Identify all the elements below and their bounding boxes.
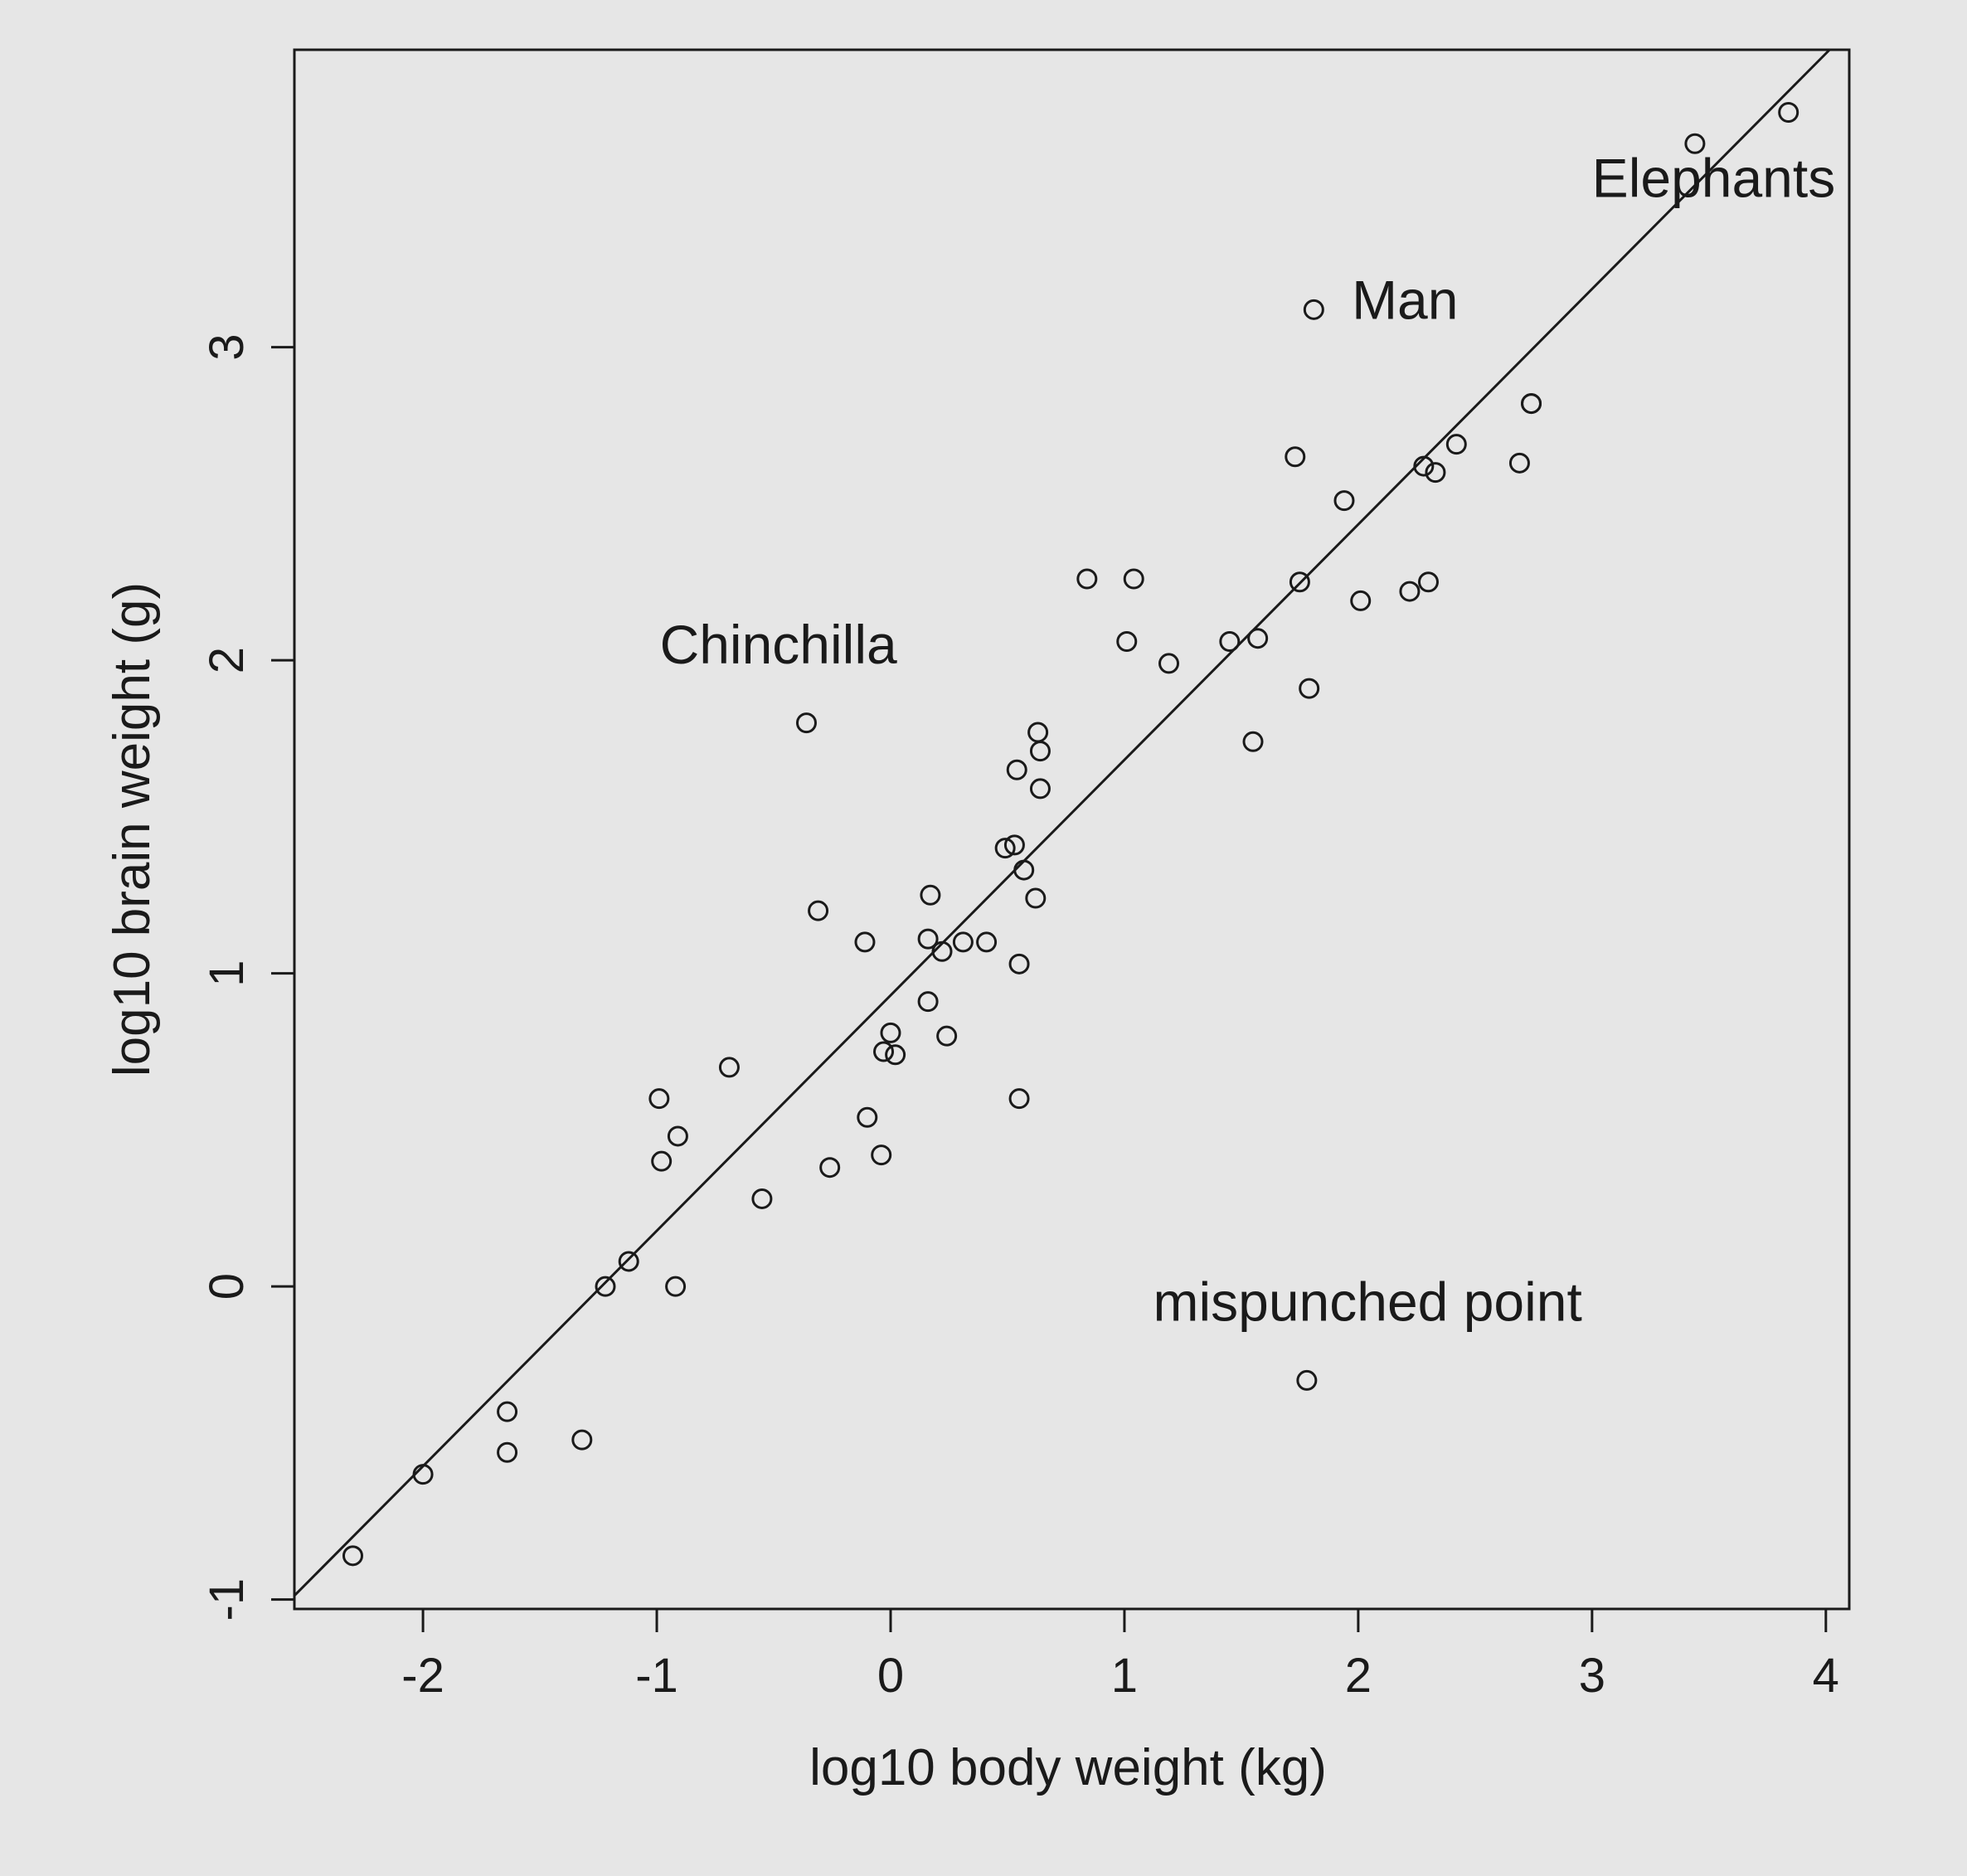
data-point	[795, 712, 817, 734]
data-point	[808, 900, 829, 921]
plot-frame	[293, 48, 1851, 1611]
data-point	[618, 1251, 639, 1272]
annotation-label: mispunched point	[1153, 1271, 1582, 1333]
data-point	[1123, 568, 1144, 590]
x-tick-label: 2	[1345, 1649, 1372, 1703]
x-tick-label: 1	[1111, 1649, 1138, 1703]
data-point	[917, 928, 939, 950]
annotations: Elephants Man Chinchilla mispunched point	[660, 147, 1836, 1332]
data-point	[1029, 778, 1051, 799]
data-point	[1219, 630, 1241, 652]
data-point	[1296, 1369, 1318, 1391]
y-tick-label: 3	[200, 334, 254, 361]
data-point	[1445, 434, 1467, 455]
data-point	[1399, 581, 1421, 602]
data-point	[936, 1025, 958, 1047]
x-tick-label: 3	[1579, 1649, 1605, 1703]
data-point	[994, 838, 1016, 859]
data-point	[880, 1022, 901, 1043]
data-point	[1027, 722, 1049, 743]
data-point	[1029, 741, 1051, 762]
data-point	[976, 931, 998, 953]
y-tick-label: -1	[200, 1578, 254, 1621]
data-point	[920, 884, 941, 906]
data-point	[342, 1545, 363, 1567]
fit-line	[293, 48, 1831, 1597]
data-point	[1521, 393, 1542, 415]
data-point	[651, 1150, 673, 1172]
data-point	[1013, 859, 1035, 881]
data-point	[1247, 628, 1269, 649]
data-point	[1242, 731, 1264, 752]
data-point	[1003, 834, 1025, 856]
data-point	[1413, 455, 1435, 477]
data-point	[1425, 462, 1446, 484]
data-point	[873, 1041, 895, 1062]
y-tick-label: 2	[200, 647, 254, 673]
x-axis-label: log10 body weight (kg)	[809, 1739, 1327, 1796]
data-point	[857, 1106, 878, 1128]
data-point	[931, 940, 953, 962]
data-point	[854, 931, 876, 953]
annotation-label: Chinchilla	[660, 614, 897, 675]
x-tick-label: 0	[877, 1649, 904, 1703]
y-tick-label: 0	[200, 1273, 254, 1300]
data-point	[1303, 299, 1324, 320]
data-point	[595, 1276, 616, 1297]
x-axis: -2 -1 0 1 2 3 4	[401, 1609, 1839, 1703]
data-point	[1417, 571, 1439, 593]
data-point	[497, 1401, 518, 1422]
data-point	[1008, 1088, 1030, 1110]
data-point	[1116, 630, 1138, 652]
data-point	[917, 991, 939, 1013]
data-point	[665, 1276, 687, 1297]
data-point	[1025, 887, 1047, 909]
data-point	[1333, 490, 1355, 512]
data-point	[718, 1057, 740, 1078]
x-tick-label: -1	[635, 1649, 678, 1703]
data-point	[1008, 953, 1030, 974]
data-point	[1299, 678, 1320, 699]
data-points	[342, 102, 1799, 1567]
data-point	[1508, 452, 1530, 474]
data-point	[1778, 102, 1799, 124]
data-point	[1285, 446, 1306, 468]
data-point	[819, 1157, 841, 1179]
data-point	[751, 1188, 773, 1209]
annotation-label: Man	[1352, 270, 1458, 331]
data-point	[1684, 133, 1706, 154]
data-point	[497, 1441, 518, 1463]
data-point	[1350, 590, 1372, 611]
data-point	[1006, 759, 1027, 780]
data-point	[885, 1044, 906, 1066]
y-axis-label: log10 brain weight (g)	[104, 582, 161, 1077]
y-axis: -1 0 1 2 3	[200, 334, 294, 1621]
data-point	[571, 1429, 593, 1451]
data-point	[667, 1125, 688, 1147]
x-tick-label: 4	[1813, 1649, 1839, 1703]
data-point	[648, 1088, 670, 1110]
y-tick-label: 1	[200, 960, 254, 987]
data-point	[952, 931, 974, 953]
x-tick-label: -2	[401, 1649, 444, 1703]
data-point	[1076, 568, 1098, 590]
data-point	[412, 1464, 434, 1485]
data-point	[1289, 571, 1310, 593]
data-point	[1158, 653, 1180, 674]
data-point	[871, 1145, 892, 1166]
annotation-label: Elephants	[1592, 147, 1836, 208]
